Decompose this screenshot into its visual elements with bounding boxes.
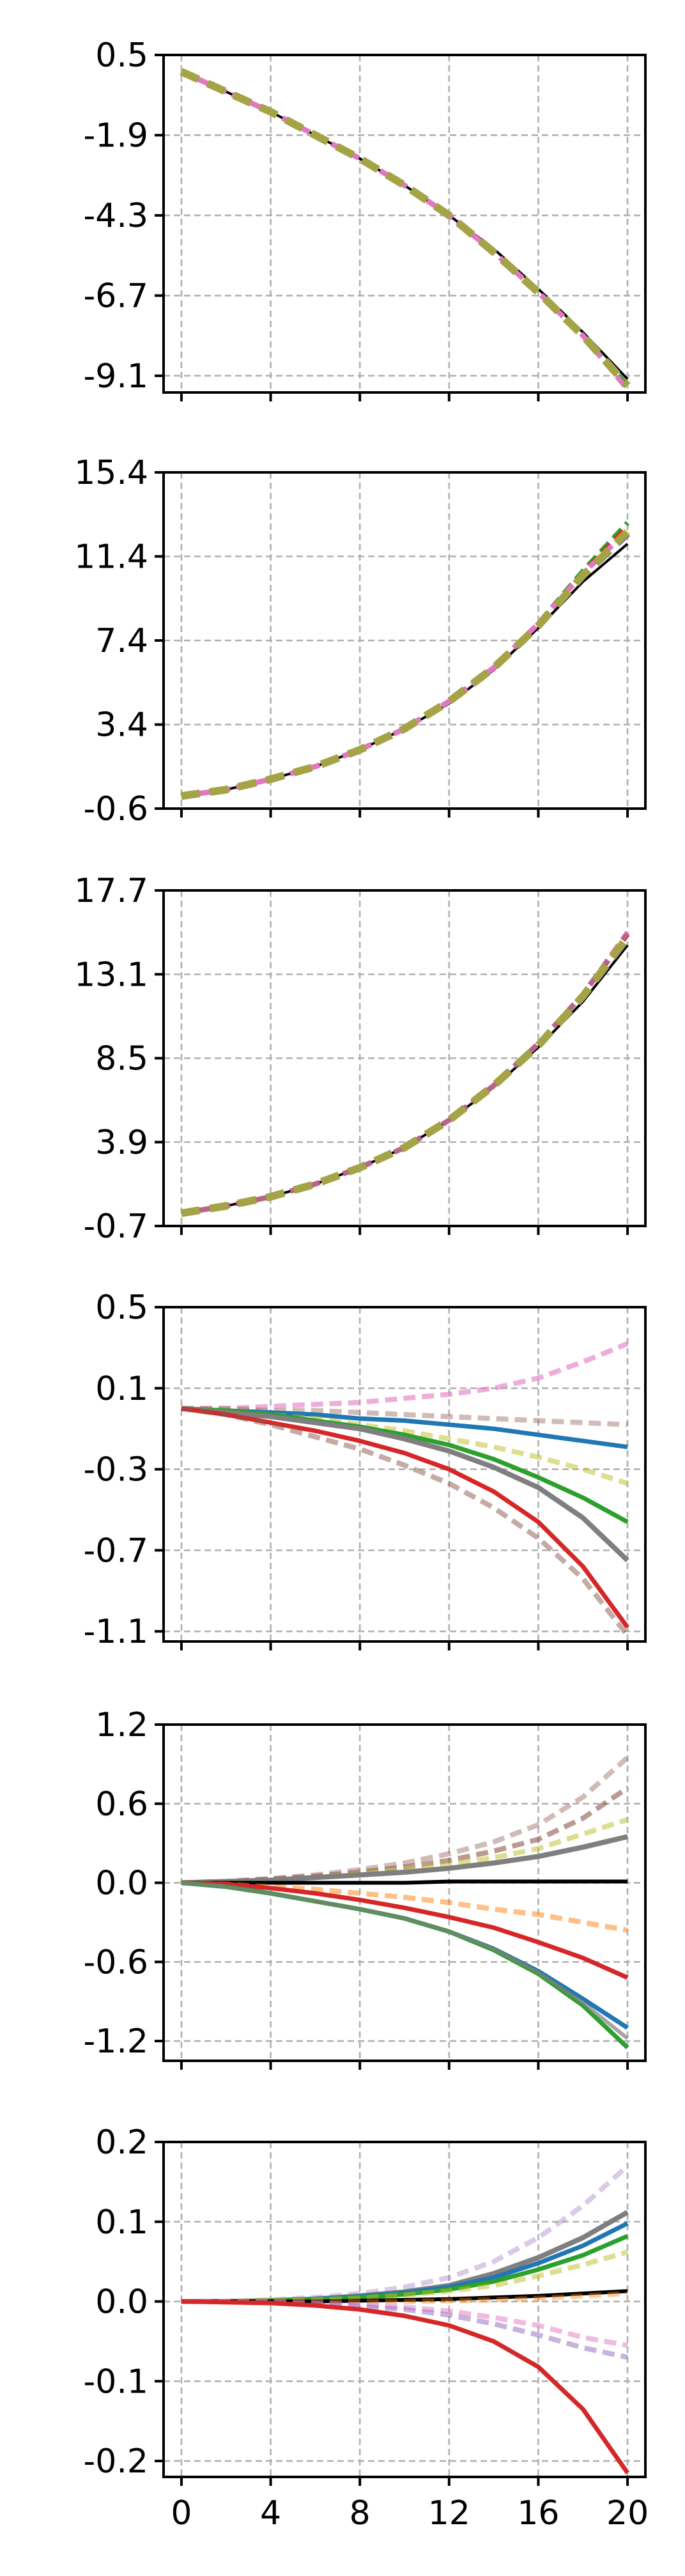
series-group (181, 521, 631, 800)
plot-frame (162, 471, 647, 810)
y-tick-label: 3.4 (95, 706, 148, 745)
series-line-7 (181, 1881, 629, 1980)
series-line-6 (180, 933, 631, 1217)
y-tick-label: 0.5 (95, 1289, 148, 1327)
y-tick-label: 0.0 (95, 2283, 148, 2322)
series-line-4 (181, 933, 630, 1216)
chart-panel-1: 0.5 -1.9 -4.3 -6.7 -9.1 (84, 36, 647, 401)
y-tick-label: 7.4 (95, 622, 148, 660)
y-tick-label: -0.6 (84, 790, 148, 828)
series-line-5 (180, 68, 631, 389)
plot-frame (162, 2141, 647, 2478)
y-tick-label: 13.1 (74, 956, 148, 994)
series-line-6 (181, 528, 631, 800)
chart-panel-2: 15.4 11.4 7.4 3.4 -0.6 (74, 454, 647, 828)
y-tick-label: 0.6 (95, 1785, 148, 1824)
series-line-10 (181, 1881, 629, 2040)
chart-panel-4: 0.5 0.1 -0.3 -0.7 -1.1 (84, 1289, 647, 1651)
y-tick-label: -6.7 (84, 277, 148, 315)
series-line-4 (181, 529, 629, 799)
series-line-4 (181, 1834, 629, 1886)
series-line-6 (180, 68, 631, 389)
plot-frame (162, 1723, 647, 2062)
y-tick-label: 17.7 (74, 872, 148, 910)
y-tick-label: 0.1 (95, 2203, 148, 2242)
series-line-8 (181, 1881, 629, 2030)
y-tick-label: -1.2 (84, 2022, 148, 2061)
series-line-2 (181, 521, 630, 799)
y-tick-label: 0.0 (95, 1865, 148, 1903)
series-line-8 (181, 1406, 630, 1637)
series-line-1 (181, 70, 629, 380)
series-group (181, 1341, 630, 1637)
series-line-4 (180, 69, 630, 391)
y-tick-label: -1.1 (84, 1613, 148, 1651)
y-tick-label: -0.7 (84, 1532, 148, 1570)
x-tick-label: 8 (350, 2494, 371, 2533)
y-tick-label: -9.1 (84, 357, 148, 396)
y-tick-label: 1.2 (95, 1706, 148, 1744)
y-tick-label: -0.7 (84, 1207, 148, 1246)
series-line-1 (181, 1341, 629, 1411)
y-tick-label: 0.5 (95, 36, 148, 75)
series-line-10 (181, 2299, 629, 2474)
x-tick-label: 16 (517, 2494, 559, 2533)
series-group (180, 931, 631, 1217)
chart-panel-6: 0.2 0.1 0.0 -0.1 -0.2 0 4 8 12 16 20 (84, 2123, 649, 2533)
series-line-2 (180, 69, 630, 391)
plot-frame (162, 54, 647, 394)
plot-frame (162, 1306, 647, 1643)
x-tick-label: 0 (171, 2494, 192, 2533)
y-tick-label: 0.1 (95, 1370, 148, 1408)
x-tick-label: 4 (260, 2494, 281, 2533)
series-line-2 (181, 933, 630, 1216)
series-group (180, 68, 631, 391)
series-line-1 (181, 944, 629, 1214)
series-line-3 (181, 525, 629, 799)
y-tick-label: 8.5 (95, 1040, 148, 1078)
x-tick-label: 12 (428, 2494, 470, 2533)
y-tick-label: -0.1 (84, 2363, 148, 2401)
chart-panel-5: 1.2 0.6 0.0 -0.6 -1.2 (84, 1706, 647, 2070)
series-line-5 (181, 530, 631, 800)
y-tick-label: 15.4 (74, 454, 148, 492)
series-line-1 (181, 543, 629, 798)
y-tick-label: -0.2 (84, 2442, 148, 2481)
plot-frame (162, 889, 647, 1227)
series-line-1 (181, 2164, 629, 2304)
y-tick-label: 11.4 (74, 538, 148, 577)
y-tick-label: -4.3 (84, 197, 148, 235)
series-group (181, 1755, 629, 2049)
series-line-5 (180, 935, 631, 1217)
x-tick-label: 20 (606, 2494, 649, 2533)
series-line-3 (180, 69, 630, 388)
y-tick-label: 0.2 (95, 2123, 148, 2162)
y-tick-label: -0.3 (84, 1451, 148, 1489)
series-line-1 (181, 1755, 629, 1886)
y-tick-label: 3.9 (95, 1124, 148, 1162)
y-tick-label: -0.6 (84, 1943, 148, 1982)
chart-panel-3: 17.7 13.1 8.5 3.9 -0.7 (74, 872, 647, 1246)
series-line-6 (181, 1406, 629, 1563)
series-line-5 (181, 1879, 628, 1885)
y-tick-label: -1.9 (84, 116, 148, 155)
series-group (181, 2164, 629, 2474)
